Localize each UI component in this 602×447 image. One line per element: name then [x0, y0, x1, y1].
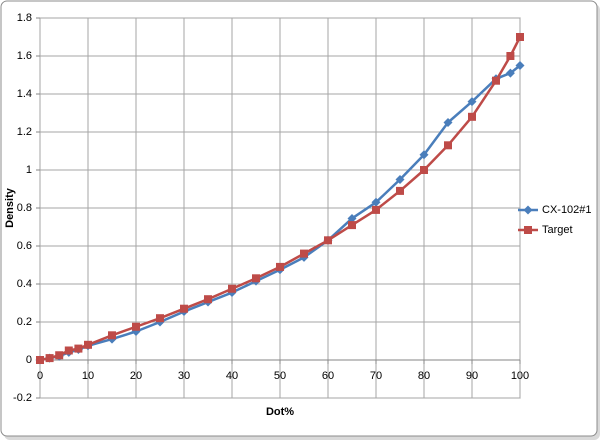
- x-tick-label: 60: [322, 370, 334, 382]
- marker: [324, 236, 332, 245]
- marker: [420, 166, 428, 174]
- x-tick-label: 50: [274, 370, 286, 382]
- y-tick-label: 1.4: [17, 88, 32, 100]
- marker: [396, 186, 404, 195]
- y-tick-label: -0.2: [13, 392, 32, 404]
- y-tick-label: 1: [26, 164, 32, 176]
- marker: [45, 354, 54, 363]
- marker: [36, 356, 44, 364]
- marker: [505, 68, 515, 78]
- marker: [276, 262, 284, 271]
- marker: [371, 197, 381, 207]
- marker: [252, 274, 260, 283]
- marker: [64, 346, 73, 355]
- marker: [506, 52, 515, 60]
- marker: [419, 150, 429, 160]
- marker: [84, 340, 92, 349]
- marker: [444, 141, 452, 150]
- y-tick-label: 0.8: [17, 202, 32, 214]
- x-tick-label: 100: [511, 370, 529, 382]
- marker: [228, 284, 236, 293]
- marker: [372, 205, 380, 214]
- marker: [516, 33, 524, 41]
- x-tick-label: 20: [130, 370, 142, 382]
- marker: [395, 175, 405, 184]
- x-tick-label: 90: [466, 370, 478, 382]
- x-tick-label: 40: [226, 370, 238, 382]
- marker: [108, 331, 116, 340]
- x-tick-label: 70: [370, 370, 382, 382]
- x-tick-label: 80: [418, 370, 430, 382]
- x-axis-title: Dot%: [266, 406, 294, 418]
- y-tick-label: 0.6: [17, 240, 32, 252]
- legend-marker: [524, 226, 532, 234]
- marker: [204, 295, 212, 304]
- marker: [467, 97, 477, 107]
- marker: [132, 322, 140, 331]
- marker: [468, 112, 476, 121]
- marker: [348, 221, 356, 230]
- x-tick-label: 0: [37, 370, 43, 382]
- x-tick-label: 10: [82, 370, 94, 382]
- marker: [300, 249, 308, 258]
- legend-marker: [523, 205, 533, 215]
- marker: [180, 304, 188, 313]
- y-tick-label: 1.2: [17, 126, 32, 138]
- marker: [55, 351, 64, 360]
- legend-label: Target: [542, 224, 573, 236]
- y-tick-label: 0.2: [17, 316, 32, 328]
- legend-label: CX-102#1: [542, 204, 592, 216]
- marker: [156, 314, 164, 323]
- y-tick-label: 1.8: [17, 12, 32, 24]
- marker: [443, 118, 453, 127]
- y-tick-label: 0.4: [17, 278, 32, 290]
- marker: [492, 76, 500, 85]
- marker: [74, 344, 83, 353]
- marker: [347, 213, 357, 223]
- x-tick-label: 30: [178, 370, 190, 382]
- marker: [515, 61, 525, 70]
- y-tick-label: 0: [26, 354, 32, 366]
- y-tick-label: 1.6: [17, 50, 32, 62]
- y-axis-title: Density: [4, 187, 16, 228]
